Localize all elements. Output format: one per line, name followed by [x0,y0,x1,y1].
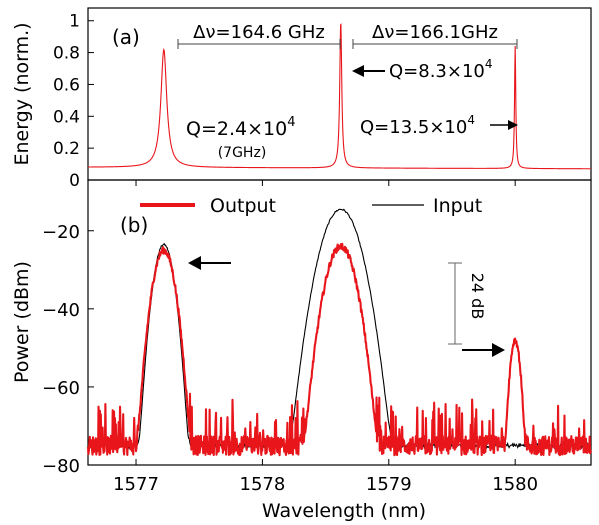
panel-b-y-axis-label: Power (dBm) [11,261,33,383]
panel-b-y-tick-label: −80 [42,456,80,477]
panel-a-y-ticks: 0 0.2 0.4 0.6 0.8 1 [53,12,94,191]
panel-a-y-tick-label: 0.4 [53,107,80,127]
panel-a-y-tick-label: 0.6 [53,75,80,95]
q-right-label: Q=13.5×104 [360,113,475,138]
panel-b-frame [87,179,592,466]
q-left-label: Q=2.4×104 [186,115,295,140]
panel-b-y-tick-label: −60 [42,378,80,399]
spacing-left-label: Δν=164.6 GHz [193,22,325,43]
x-tick-label: 1578 [240,474,286,495]
panel-a-label: (a) [112,25,140,49]
panel-a-y-tick-label: 1 [69,12,80,32]
panel-b-y-tick-label: −20 [42,222,80,243]
peak-arrow-right [462,343,505,357]
x-axis-label: Wavelength (nm) [262,500,426,522]
q-right-arrow [490,120,518,130]
gain-bracket [448,262,462,345]
spacing-right-bracket [352,39,518,49]
spacing-left-bracket [177,39,341,49]
peak-arrow-left [188,256,231,270]
panel-a-y-tick-label: 0 [69,171,80,191]
output-series-line [86,242,592,457]
panel-a-y-tick-label: 0.8 [53,44,80,64]
legend: Output Input [140,195,482,217]
panel-a-y-tick-label: 0.2 [53,139,80,159]
panel-b-y-tick-label: −40 [42,300,80,321]
panel-a-y-axis-label: Energy (norm.) [11,22,33,165]
panel-b-y-ticks: −80 −60 −40 −20 [42,222,94,477]
legend-input-label: Input [433,195,482,217]
x-tick-label: 1577 [113,474,159,495]
input-series-line [87,208,592,450]
q-left-sublabel: (7GHz) [218,145,267,161]
q-mid-label: Q=8.3×104 [389,57,493,82]
x-tick-label: 1579 [366,474,412,495]
panel-a: 0 0.2 0.4 0.6 0.8 1 (a) Energy (norm.) Δν=164… [11,7,592,191]
gain-label: 24 dB [468,273,487,320]
panel-a-output-line [88,22,592,170]
panel-b-x-ticks: 1577 1578 1579 1580 [113,180,538,495]
x-tick-label: 1580 [492,474,538,495]
spacing-right-label: Δν=166.1GHz [372,22,498,43]
q-mid-arrow [352,65,385,77]
legend-output-label: Output [210,195,276,217]
panel-b: −80 −60 −40 −20 1577 1578 1579 1580 (b) Power … [11,179,592,522]
panel-b-label: (b) [120,213,148,237]
